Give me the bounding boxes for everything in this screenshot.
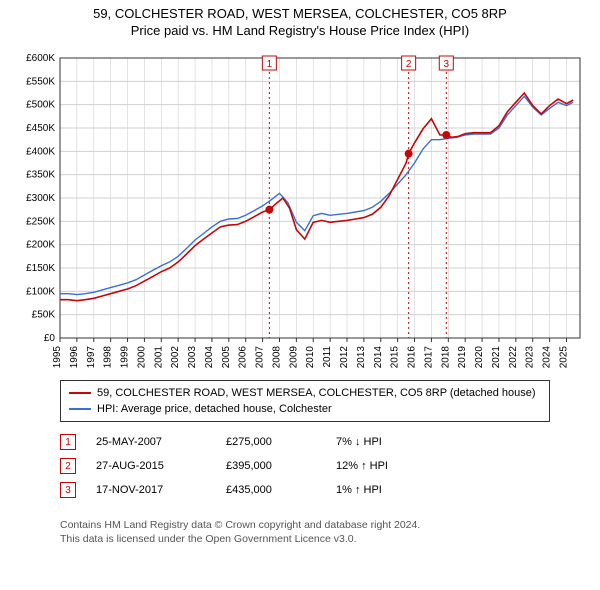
svg-text:2021: 2021 bbox=[491, 346, 502, 368]
svg-text:£300K: £300K bbox=[26, 193, 55, 204]
svg-text:3: 3 bbox=[444, 59, 450, 70]
svg-text:2018: 2018 bbox=[440, 346, 451, 368]
svg-text:2005: 2005 bbox=[221, 346, 232, 368]
legend-label-hpi: HPI: Average price, detached house, Colc… bbox=[97, 403, 332, 415]
svg-text:£600K: £600K bbox=[26, 53, 55, 64]
legend-row-property: 59, COLCHESTER ROAD, WEST MERSEA, COLCHE… bbox=[69, 385, 541, 401]
svg-text:£450K: £450K bbox=[26, 123, 55, 134]
svg-text:2004: 2004 bbox=[204, 346, 215, 368]
sale-delta-3: 1% ↑ HPI bbox=[336, 484, 456, 496]
svg-text:2017: 2017 bbox=[423, 346, 434, 368]
svg-text:£50K: £50K bbox=[32, 310, 56, 321]
svg-text:2024: 2024 bbox=[542, 346, 553, 368]
sale-price-2: £395,000 bbox=[226, 460, 336, 472]
sale-badge-2: 2 bbox=[60, 458, 76, 474]
sale-price-1: £275,000 bbox=[226, 436, 336, 448]
svg-text:£100K: £100K bbox=[26, 286, 55, 297]
svg-text:2007: 2007 bbox=[255, 346, 266, 368]
sale-date-2: 27-AUG-2015 bbox=[96, 460, 226, 472]
svg-text:2020: 2020 bbox=[474, 346, 485, 368]
svg-text:2015: 2015 bbox=[390, 346, 401, 368]
svg-text:2025: 2025 bbox=[558, 346, 569, 368]
sales-row-3: 3 17-NOV-2017 £435,000 1% ↑ HPI bbox=[60, 478, 550, 502]
svg-text:£200K: £200K bbox=[26, 240, 55, 251]
sale-date-3: 17-NOV-2017 bbox=[96, 484, 226, 496]
svg-text:1998: 1998 bbox=[103, 346, 114, 368]
svg-text:1997: 1997 bbox=[86, 346, 97, 368]
legend-box: 59, COLCHESTER ROAD, WEST MERSEA, COLCHE… bbox=[60, 380, 550, 422]
svg-text:1995: 1995 bbox=[52, 346, 63, 368]
legend-row-hpi: HPI: Average price, detached house, Colc… bbox=[69, 401, 541, 417]
svg-text:2011: 2011 bbox=[322, 346, 333, 368]
footer-line2: This data is licensed under the Open Gov… bbox=[60, 532, 560, 546]
svg-text:2012: 2012 bbox=[339, 346, 350, 368]
svg-text:£500K: £500K bbox=[26, 100, 55, 111]
legend-swatch-hpi bbox=[69, 408, 91, 410]
svg-text:£350K: £350K bbox=[26, 170, 55, 181]
sale-badge-3: 3 bbox=[60, 482, 76, 498]
svg-text:2: 2 bbox=[406, 59, 412, 70]
sale-delta-1: 7% ↓ HPI bbox=[336, 436, 456, 448]
svg-text:2022: 2022 bbox=[508, 346, 519, 368]
svg-text:£150K: £150K bbox=[26, 263, 55, 274]
sale-price-3: £435,000 bbox=[226, 484, 336, 496]
svg-text:2000: 2000 bbox=[136, 346, 147, 368]
footer-line1: Contains HM Land Registry data © Crown c… bbox=[60, 518, 560, 532]
chart-title-line1: 59, COLCHESTER ROAD, WEST MERSEA, COLCHE… bbox=[0, 6, 600, 21]
svg-text:2001: 2001 bbox=[153, 346, 164, 368]
svg-text:2009: 2009 bbox=[288, 346, 299, 368]
svg-text:£0: £0 bbox=[44, 333, 56, 344]
svg-text:2008: 2008 bbox=[271, 346, 282, 368]
svg-text:£250K: £250K bbox=[26, 216, 55, 227]
svg-text:1: 1 bbox=[267, 59, 273, 70]
legend-swatch-property bbox=[69, 392, 91, 394]
svg-text:2023: 2023 bbox=[525, 346, 536, 368]
svg-text:2003: 2003 bbox=[187, 346, 198, 368]
svg-text:2016: 2016 bbox=[407, 346, 418, 368]
svg-text:£400K: £400K bbox=[26, 146, 55, 157]
svg-text:2002: 2002 bbox=[170, 346, 181, 368]
chart-area: £0 £50K £100K £150K £200K £250K £300K £350K £400… bbox=[10, 48, 590, 368]
sales-table: 1 25-MAY-2007 £275,000 7% ↓ HPI 2 27-AUG… bbox=[60, 430, 550, 502]
svg-text:2014: 2014 bbox=[373, 346, 384, 368]
svg-text:2006: 2006 bbox=[238, 346, 249, 368]
footer-attribution: Contains HM Land Registry data © Crown c… bbox=[60, 518, 560, 546]
svg-text:£550K: £550K bbox=[26, 76, 55, 87]
sale-date-1: 25-MAY-2007 bbox=[96, 436, 226, 448]
svg-text:2010: 2010 bbox=[305, 346, 316, 368]
svg-text:1996: 1996 bbox=[69, 346, 80, 368]
chart-title-line2: Price paid vs. HM Land Registry's House … bbox=[0, 23, 600, 38]
chart-title-block: 59, COLCHESTER ROAD, WEST MERSEA, COLCHE… bbox=[0, 0, 600, 40]
svg-text:2019: 2019 bbox=[457, 346, 468, 368]
sales-row-2: 2 27-AUG-2015 £395,000 12% ↑ HPI bbox=[60, 454, 550, 478]
svg-text:1999: 1999 bbox=[120, 346, 131, 368]
svg-text:2013: 2013 bbox=[356, 346, 367, 368]
legend-label-property: 59, COLCHESTER ROAD, WEST MERSEA, COLCHE… bbox=[97, 387, 536, 399]
sales-row-1: 1 25-MAY-2007 £275,000 7% ↓ HPI bbox=[60, 430, 550, 454]
chart-svg: £0 £50K £100K £150K £200K £250K £300K £350K £400… bbox=[10, 48, 590, 368]
sale-badge-1: 1 bbox=[60, 434, 76, 450]
sale-delta-2: 12% ↑ HPI bbox=[336, 460, 456, 472]
